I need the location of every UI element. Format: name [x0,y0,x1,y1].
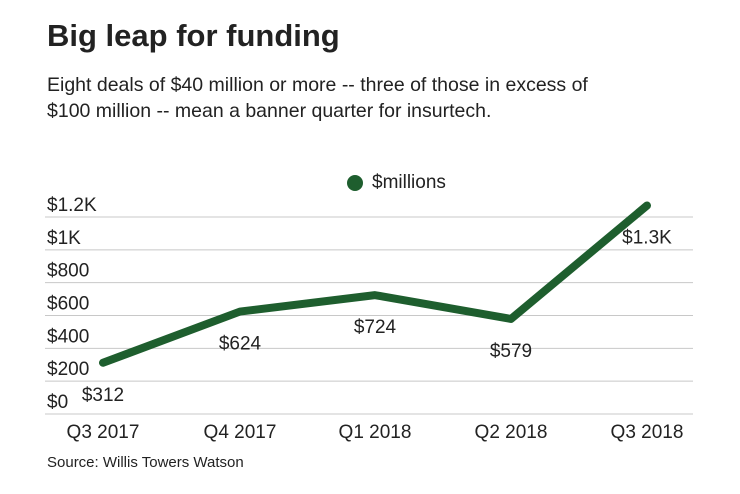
value-label: $624 [219,334,262,355]
x-tick-label: Q1 2018 [339,422,412,443]
y-tick-label: $400 [47,326,89,347]
x-tick-label: Q2 2018 [475,422,548,443]
value-label: $1.3K [622,228,672,249]
value-label: $724 [354,317,397,338]
y-tick-label: $200 [47,359,89,380]
chart-subtitle: Eight deals of $40 million or more -- th… [47,74,588,122]
value-label: $312 [82,385,124,406]
legend-marker [347,175,363,191]
y-tick-label: $1K [47,228,81,249]
y-tick-label: $800 [47,261,89,282]
y-tick-label: $1.2K [47,195,97,216]
data-line [99,201,651,367]
source: Source: Willis Towers Watson [47,454,244,471]
x-tick-label: Q4 2017 [204,422,277,443]
value-label: $579 [490,341,532,362]
chart-title: Big leap for funding [47,18,340,53]
legend-label: $millions [372,172,446,193]
y-tick-label: $600 [47,294,89,315]
y-tick-label: $0 [47,392,68,413]
x-tick-label: Q3 2017 [67,422,140,443]
x-tick-label: Q3 2018 [611,422,684,443]
